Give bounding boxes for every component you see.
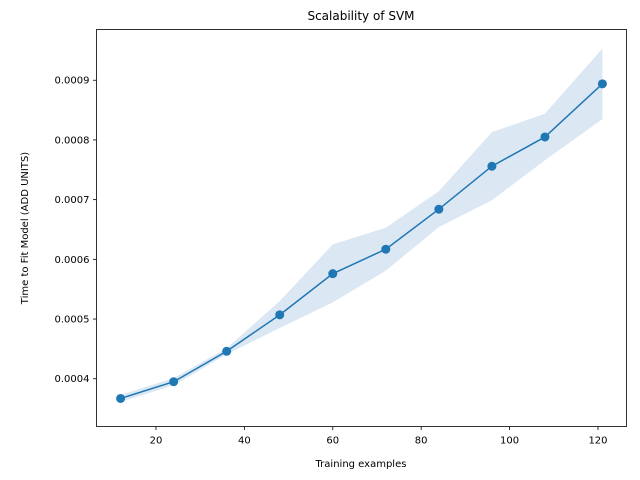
y-axis-title: Time to Fit Model (ADD UNITS) (20, 152, 31, 306)
y-tick-label: 0.0004 (55, 374, 90, 385)
data-point (328, 269, 338, 279)
x-axis-title: Training examples (315, 459, 407, 470)
data-point (540, 132, 550, 142)
data-point (222, 346, 232, 356)
y-tick-label: 0.0009 (55, 76, 90, 87)
x-ticks: 20 40 60 80 100 120 (150, 426, 608, 447)
x-tick-label: 80 (415, 436, 428, 447)
y-ticks: 0.0004 0.0005 0.0006 0.0007 0.0008 0.0009 (55, 76, 97, 385)
data-point (487, 161, 497, 171)
chart-title: Scalability of SVM (307, 9, 414, 23)
y-tick-label: 0.0007 (55, 195, 90, 206)
x-tick-label: 40 (238, 436, 251, 447)
data-point (597, 79, 607, 89)
data-point (381, 244, 391, 254)
data-point (275, 310, 285, 320)
x-tick-label: 120 (588, 436, 607, 447)
data-point (169, 377, 179, 387)
x-tick-label: 60 (326, 436, 339, 447)
y-tick-label: 0.0006 (55, 255, 90, 266)
y-tick-label: 0.0005 (55, 315, 90, 326)
series-line-layer (120, 83, 603, 400)
data-point (116, 393, 126, 403)
marker-layer (116, 79, 607, 403)
data-point (434, 204, 444, 214)
y-tick-label: 0.0008 (55, 135, 90, 146)
plot-frame (96, 29, 627, 427)
x-tick-label: 100 (500, 436, 519, 447)
x-tick-label: 20 (150, 436, 163, 447)
series-line (120, 83, 603, 400)
